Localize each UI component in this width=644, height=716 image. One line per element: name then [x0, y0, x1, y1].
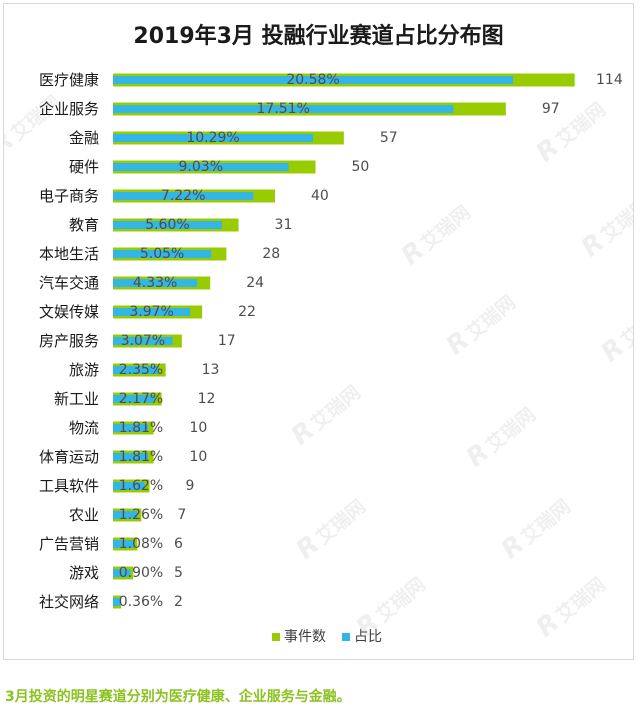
share-bar [113, 569, 131, 577]
share-bar [113, 395, 156, 403]
events-label: 22 [238, 304, 256, 320]
legend-swatch-share [342, 633, 350, 641]
share-label: 7.22% [161, 188, 205, 204]
events-label: 28 [262, 246, 280, 262]
category-label: 新工业 [54, 390, 99, 408]
events-label: 97 [542, 101, 560, 117]
events-label: 7 [177, 507, 186, 523]
events-label: 50 [352, 159, 370, 175]
share-label: 4.33% [133, 275, 177, 291]
share-label: 3.97% [129, 304, 173, 320]
share-label: 20.58% [286, 72, 339, 88]
category-label: 金融 [69, 129, 99, 147]
share-label: 3.07% [121, 333, 165, 349]
events-label: 2 [174, 594, 183, 610]
events-label: 31 [275, 217, 293, 233]
share-label: 0.90% [119, 565, 163, 581]
share-label: 5.60% [145, 217, 189, 233]
category-label: 物流 [69, 419, 99, 437]
category-label: 旅游 [69, 361, 99, 379]
article-caption: 3月投资的明星赛道分别为医疗健康、企业服务与金融。 [5, 689, 351, 705]
category-label: 游戏 [69, 564, 99, 582]
category-label: 硬件 [69, 158, 99, 176]
share-bar [113, 337, 173, 345]
share-bar [113, 540, 134, 548]
share-label: 1.81% [119, 420, 163, 436]
events-label: 12 [198, 391, 216, 407]
share-label: 10.29% [186, 130, 239, 146]
category-label: 农业 [69, 506, 99, 524]
share-bar [113, 134, 314, 142]
category-label: 企业服务 [39, 100, 99, 118]
share-bar [113, 511, 138, 519]
share-bar [113, 308, 191, 316]
share-label: 1.26% [119, 507, 163, 523]
events-label: 9 [185, 478, 194, 494]
category-label: 电子商务 [39, 187, 99, 205]
share-bar [113, 192, 254, 200]
category-label: 本地生活 [39, 245, 99, 263]
events-label: 6 [174, 536, 183, 552]
share-bar [113, 250, 212, 258]
share-label: 17.51% [257, 101, 310, 117]
events-label: 57 [380, 130, 398, 146]
share-label: 5.05% [140, 246, 184, 262]
share-bar [113, 598, 120, 606]
share-bar [113, 366, 159, 374]
category-label: 房产服务 [39, 332, 99, 350]
events-label: 10 [190, 420, 208, 436]
category-label: 体育运动 [39, 448, 99, 466]
legend-label-share: 占比 [354, 629, 382, 645]
category-label: 医疗健康 [39, 71, 99, 89]
share-bar [113, 453, 149, 461]
events-label: 114 [596, 72, 623, 88]
share-label: 9.03% [179, 159, 223, 175]
category-label: 教育 [69, 216, 99, 234]
share-bar [113, 482, 145, 490]
share-label: 1.08% [119, 536, 163, 552]
events-label: 24 [246, 275, 264, 291]
share-label: 2.17% [119, 391, 163, 407]
category-label: 工具软件 [39, 477, 99, 495]
share-label: 1.62% [119, 478, 163, 494]
share-bar [113, 424, 149, 432]
events-label: 40 [311, 188, 329, 204]
events-label: 10 [190, 449, 208, 465]
share-bar [113, 163, 289, 171]
legend: 事件数 占比 [272, 629, 382, 645]
share-label: 0.36% [119, 594, 163, 610]
legend-label-events: 事件数 [284, 629, 326, 645]
events-label: 17 [218, 333, 236, 349]
legend-swatch-events [272, 633, 280, 641]
category-label: 文娱传媒 [39, 303, 99, 321]
events-label: 13 [202, 362, 220, 378]
category-label: 广告营销 [39, 535, 99, 553]
share-label: 1.81% [119, 449, 163, 465]
events-label: 5 [174, 565, 183, 581]
share-bar [113, 76, 514, 84]
share-bar [113, 221, 222, 229]
share-label: 2.35% [119, 362, 163, 378]
share-bar [113, 105, 454, 113]
category-label: 汽车交通 [39, 274, 99, 292]
category-label: 社交网络 [39, 593, 99, 611]
chart-title: 2019年3月 投融行业赛道占比分布图 [133, 24, 504, 49]
share-bar [113, 279, 198, 287]
